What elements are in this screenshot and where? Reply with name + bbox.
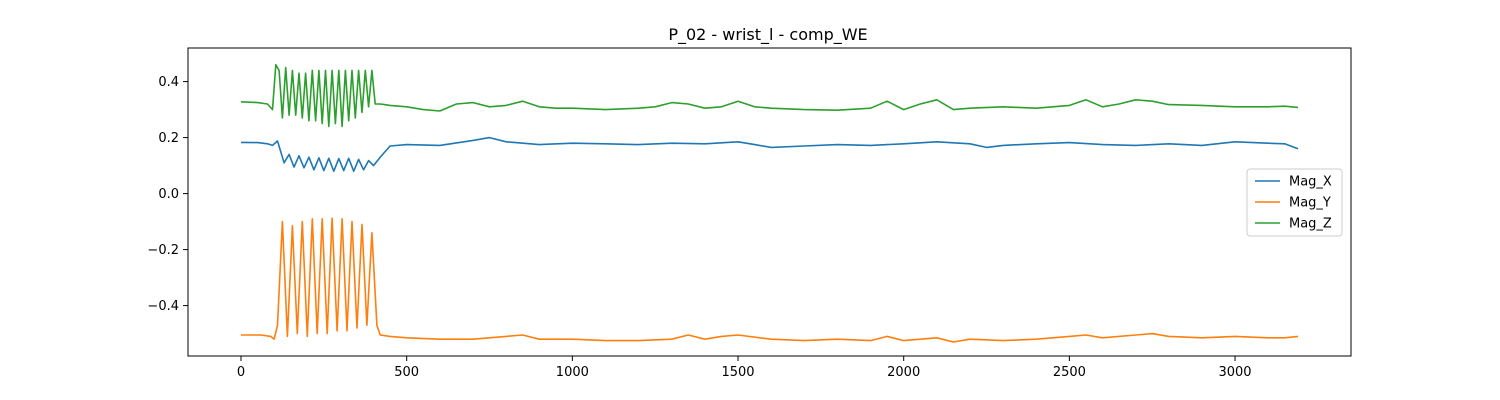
legend-box — [1246, 168, 1343, 237]
legend-entry-label: Mag_X — [1289, 175, 1332, 190]
x-tick-label: 1500 — [721, 365, 754, 380]
x-tick-label: 1000 — [556, 365, 589, 380]
plot-frame — [187, 47, 1352, 357]
x-tick-label: 3000 — [1218, 365, 1251, 380]
chart-title: P_02 - wrist_l - comp_WE — [668, 25, 867, 45]
y-tick-label: −0.4 — [147, 299, 179, 314]
x-tick-label: 2500 — [1053, 365, 1086, 380]
y-tick-label: −0.2 — [147, 243, 179, 258]
y-tick-label: 0.2 — [158, 131, 179, 146]
series-line-mag-z — [240, 64, 1299, 128]
legend-entry-label: Mag_Y — [1289, 196, 1331, 211]
y-tick-label: 0.0 — [158, 187, 179, 202]
x-axis: 0 500 1000 1500 2000 2500 3000 — [237, 356, 1252, 380]
series-layer — [240, 64, 1299, 343]
x-tick-label: 0 — [237, 365, 245, 380]
series-line-mag-y — [241, 217, 1299, 343]
y-axis: −0.4 −0.2 0.0 0.2 0.4 — [147, 75, 188, 314]
x-tick-label: 2000 — [887, 365, 920, 380]
series-line-mag-x — [240, 136, 1299, 172]
legend: Mag_X Mag_Y Mag_Z — [1246, 168, 1343, 237]
y-tick-label: 0.4 — [158, 75, 179, 90]
legend-entry-label: Mag_Z — [1289, 217, 1332, 232]
x-tick-label: 500 — [394, 365, 419, 380]
